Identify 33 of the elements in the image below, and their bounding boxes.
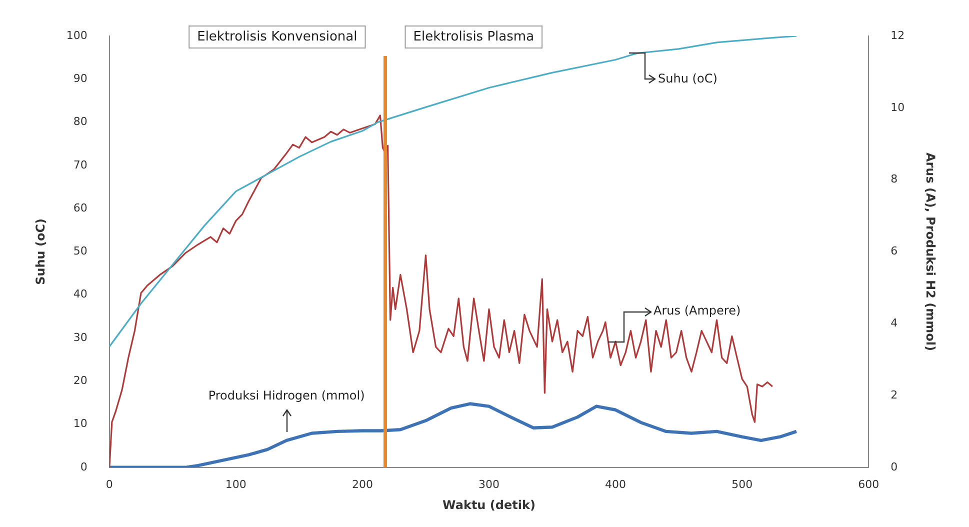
y2-tick-label: 6	[890, 244, 898, 258]
y2-tick-label: 0	[890, 460, 898, 474]
y-tick-label: 60	[73, 201, 88, 214]
text: Produksi Hidrogen (mmol)	[208, 388, 365, 403]
y2-tick-label: 4	[890, 316, 898, 330]
x-axis-title: Waktu (detik)	[442, 498, 536, 512]
annotation: Elektrolisis Plasma	[413, 29, 534, 44]
x-tick-label: 100	[225, 478, 246, 491]
y2-tick-label: 12	[890, 28, 905, 42]
y-tick-label: 0	[80, 460, 88, 474]
y2-tick-label: 8	[890, 172, 898, 186]
x-tick-label: 400	[605, 478, 626, 491]
y-axis-title: Suhu (oC)	[33, 218, 48, 285]
y-tick-label: 30	[73, 330, 88, 344]
series-label: Suhu (oC)	[658, 71, 718, 86]
series-label: Arus (Ampere)	[654, 304, 741, 318]
x-tick-label: 500	[732, 478, 753, 491]
y-tick-label: 50	[73, 244, 88, 258]
y-tick-label: 10	[73, 417, 88, 430]
y-tick-label: 70	[73, 158, 88, 172]
y2-tick-label: 10	[890, 100, 905, 114]
y2-tick-label: 2	[890, 388, 898, 402]
annotation: Elektrolisis Konvensional	[197, 29, 358, 44]
y2-axis-title: Arus (A), Produksi H2 (mmol)	[924, 152, 938, 351]
x-tick-label: 300	[478, 478, 500, 491]
y-tick-label: 80	[73, 115, 88, 128]
y-tick-label: 90	[73, 72, 88, 85]
y-tick-label: 20	[73, 374, 88, 387]
y-tick-label: 100	[66, 28, 88, 42]
y-tick-label: 40	[73, 288, 88, 301]
x-tick-label: 0	[106, 478, 113, 491]
x-tick-label: 200	[352, 478, 373, 491]
x-tick-label: 600	[858, 478, 880, 491]
